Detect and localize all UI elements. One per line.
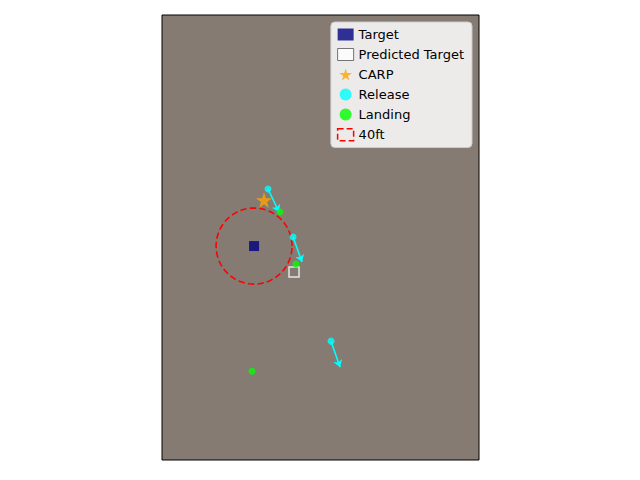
svg-text:Predicted Target: Predicted Target — [359, 47, 464, 62]
svg-text:40ft: 40ft — [359, 127, 385, 142]
svg-text:CARP: CARP — [359, 67, 394, 82]
svg-text:Landing: Landing — [359, 107, 411, 122]
svg-text:Release: Release — [359, 87, 410, 102]
svg-text:Target: Target — [358, 27, 399, 42]
